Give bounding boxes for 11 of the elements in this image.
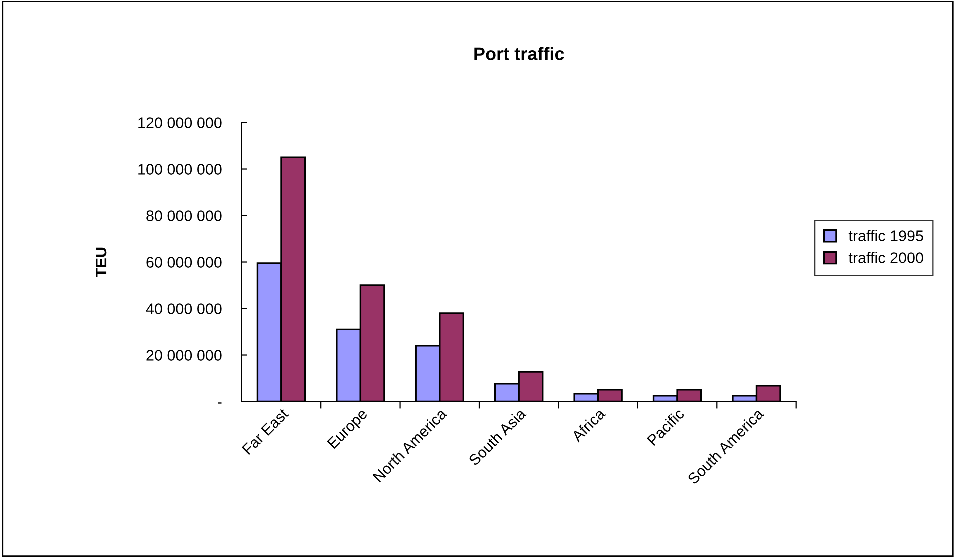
legend-label: traffic 2000 [848,252,924,264]
chart-title: Port traffic [474,47,564,60]
y-tick-label: 100 000 000 [138,164,222,175]
y-axis-title: TEU [96,248,107,278]
y-tick-label: 120 000 000 [138,118,222,128]
y-tick-label: 60 000 000 [146,257,222,268]
y-tick-label: 80 000 000 [146,210,222,222]
y-tick-label: - [218,402,222,404]
y-tick-label: 40 000 000 [146,304,222,314]
legend-label: traffic 1995 [848,230,924,242]
y-tick-label: 20 000 000 [146,350,222,361]
